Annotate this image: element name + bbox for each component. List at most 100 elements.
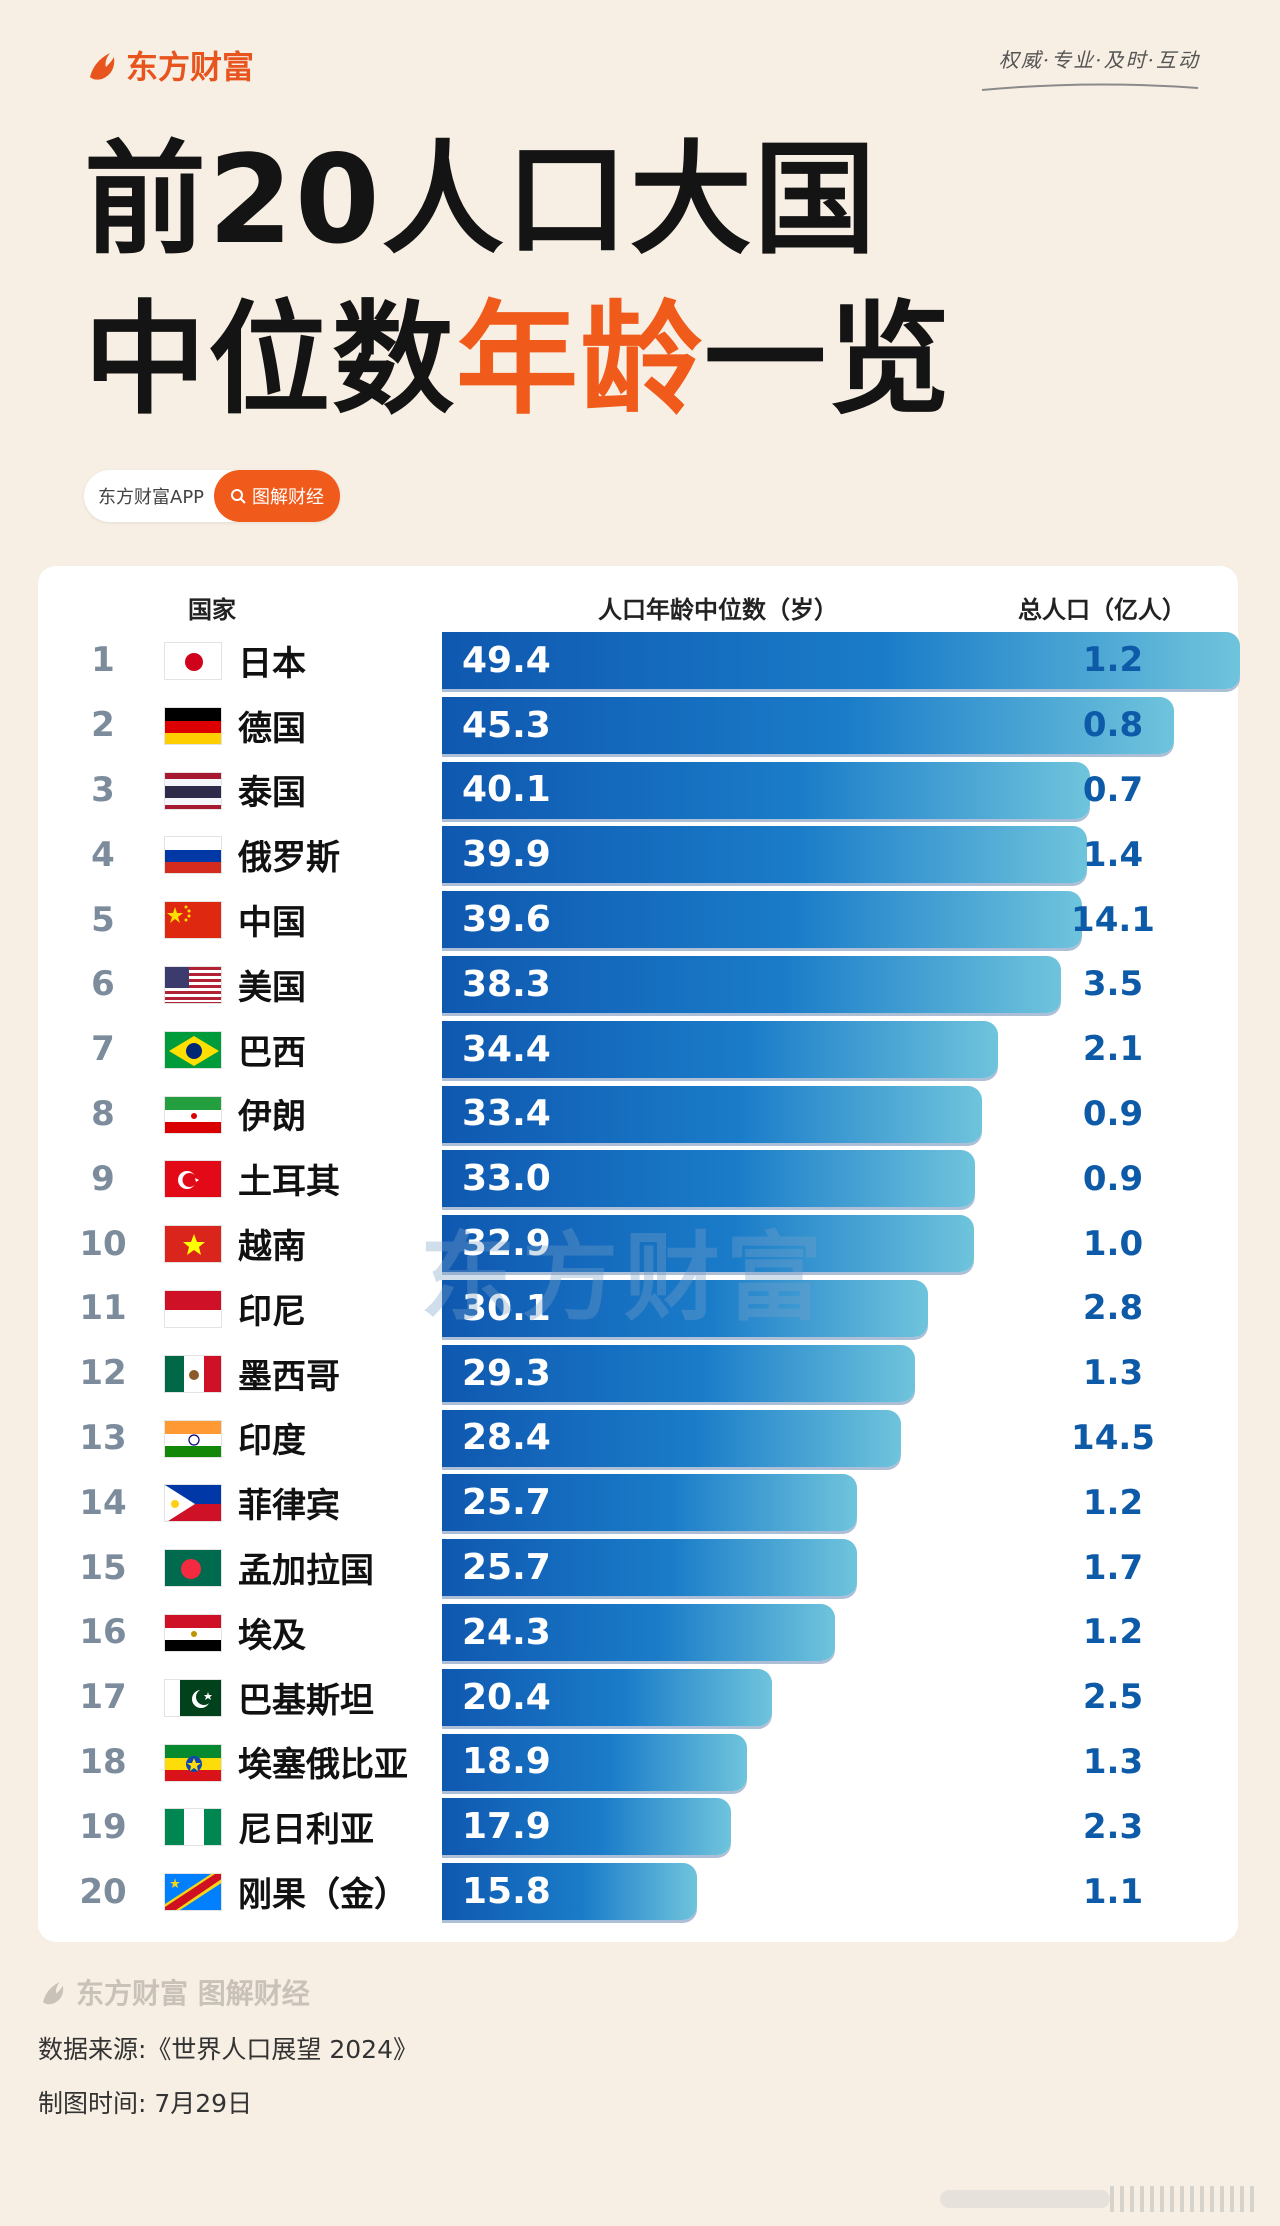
rank-label: 19	[79, 1806, 127, 1847]
tag-label: 图解财经	[252, 487, 325, 508]
chart-row: 2 德国 45.3 0.8	[38, 693, 1238, 758]
country-label: 越南	[238, 1227, 306, 1268]
chart-row: 17 巴基斯坦 20.4 2.5	[38, 1665, 1238, 1730]
population-value: 0.9	[1082, 1158, 1144, 1199]
population-value: 2.5	[1082, 1677, 1144, 1718]
chart-rows: 1 日本 49.4 1.2 2 德国 45.3 0.8 3 泰国 40.1 0.7 4 俄罗斯 39.9 1.…	[38, 628, 1241, 1924]
median-age-value: 20.4	[462, 1676, 551, 1718]
population-value: 1.3	[1082, 1741, 1144, 1782]
rank-label: 15	[79, 1547, 127, 1588]
thailand-flag-icon	[164, 771, 222, 810]
chart-row: 20 刚果（金） 15.8 1.1	[38, 1859, 1238, 1924]
median-age-bar	[442, 955, 1061, 1013]
rank-label: 2	[91, 705, 115, 746]
median-age-value: 33.4	[462, 1093, 551, 1135]
chart-row: 7 巴西 34.4 2.1	[38, 1017, 1238, 1082]
median-age-bar	[442, 1020, 998, 1078]
median-age-bar	[442, 761, 1091, 819]
population-value: 14.1	[1071, 899, 1155, 940]
data-source: 数据来源:《世界人口展望 2024》	[38, 2035, 418, 2064]
flame-logo-icon	[43, 1982, 64, 2005]
median-age-bar	[442, 1798, 732, 1856]
slogan: 权威·专业·及时·互动	[998, 48, 1200, 72]
chart-row: 19 尼日利亚 17.9 2.3	[38, 1794, 1238, 1859]
header-population: 总人口（亿人）	[1018, 596, 1186, 624]
rank-label: 4	[91, 834, 115, 875]
median-age-value: 33.0	[462, 1158, 551, 1200]
footer-decoration	[940, 2190, 1110, 2208]
median-age-bar	[442, 1344, 916, 1402]
chart-row: 13 印度 28.4 14.5	[38, 1406, 1238, 1471]
chart-row: 3 泰国 40.1 0.7	[38, 758, 1238, 823]
search-icon	[231, 489, 246, 504]
rank-label: 20	[79, 1871, 127, 1912]
rank-label: 11	[79, 1288, 127, 1329]
median-age-value: 32.9	[462, 1223, 551, 1265]
country-label: 埃及	[238, 1615, 306, 1656]
country-label: 孟加拉国	[238, 1551, 374, 1592]
median-age-bar	[442, 1733, 748, 1791]
header-country: 国家	[188, 596, 236, 624]
population-value: 1.2	[1082, 1482, 1144, 1523]
rank-label: 17	[79, 1677, 127, 1718]
country-label: 泰国	[238, 773, 306, 814]
rank-label: 18	[79, 1741, 127, 1782]
median-age-bar	[442, 632, 1241, 689]
app-tag-pill: 东方财富APP 图解财经	[84, 470, 341, 522]
chart-row: 14 菲律宾 25.7 1.2	[38, 1470, 1238, 1535]
chart-card: 国家 人口年龄中位数（岁） 总人口（亿人） 1 日本 49.4 1.2 2 德国 45.3 0…	[38, 566, 1241, 1942]
median-age-bar	[442, 1085, 982, 1143]
median-age-bar	[442, 891, 1082, 949]
population-value: 1.2	[1082, 640, 1144, 681]
tag-button[interactable]: 图解财经	[214, 470, 341, 522]
median-age-value: 25.7	[462, 1482, 551, 1524]
population-value: 0.7	[1082, 769, 1144, 810]
rank-label: 13	[79, 1417, 127, 1458]
median-age-bar	[442, 1215, 974, 1273]
median-age-value: 29.3	[462, 1352, 551, 1394]
median-age-value: 15.8	[462, 1871, 551, 1913]
median-age-value: 49.4	[462, 639, 551, 681]
japan-flag-icon	[164, 642, 222, 680]
title-line-2-b: 一览	[704, 289, 952, 431]
turkey-flag-icon	[164, 1160, 222, 1199]
country-label: 埃塞俄比亚	[238, 1745, 408, 1786]
bangladesh-flag-icon	[164, 1549, 222, 1588]
population-value: 0.8	[1082, 705, 1144, 746]
country-label: 刚果（金）	[238, 1875, 408, 1916]
footer-logo: 东方财富 图解财经	[38, 1972, 310, 2012]
median-age-value: 18.9	[462, 1741, 551, 1783]
country-label: 巴基斯坦	[238, 1680, 374, 1721]
median-age-value: 28.4	[462, 1417, 551, 1459]
median-age-value: 24.3	[462, 1611, 551, 1653]
brand-name: 东方财富	[126, 48, 255, 86]
country-label: 日本	[238, 643, 306, 684]
germany-flag-icon	[164, 706, 222, 745]
chart-row: 1 日本 49.4 1.2	[38, 628, 1241, 693]
usa-flag-icon	[164, 965, 222, 1004]
population-value: 1.1	[1082, 1871, 1144, 1912]
country-label: 尼日利亚	[238, 1810, 374, 1851]
median-age-value: 17.9	[462, 1806, 551, 1848]
population-value: 2.1	[1082, 1029, 1144, 1070]
median-age-bar	[442, 1279, 929, 1337]
header-median-age: 人口年龄中位数（岁）	[598, 596, 838, 624]
rank-label: 14	[79, 1482, 127, 1523]
flame-logo-icon	[90, 53, 115, 80]
population-value: 1.7	[1082, 1547, 1144, 1588]
footer-logo-text: 东方财富 图解财经	[76, 1977, 310, 2010]
chart-row: 18 埃塞俄比亚 18.9 1.3	[38, 1730, 1238, 1795]
median-age-value: 34.4	[462, 1028, 551, 1070]
country-label: 墨西哥	[238, 1356, 340, 1397]
population-value: 3.5	[1082, 964, 1144, 1005]
chart-row: 12 墨西哥 29.3 1.3	[38, 1341, 1238, 1406]
philippines-flag-icon	[164, 1484, 222, 1523]
population-value: 1.4	[1082, 834, 1144, 875]
egypt-flag-icon	[164, 1613, 222, 1652]
population-value: 14.5	[1071, 1417, 1155, 1458]
country-label: 巴西	[238, 1032, 306, 1073]
country-label: 印尼	[238, 1291, 306, 1332]
footer-barcode	[1110, 2186, 1260, 2212]
median-age-bar	[442, 696, 1175, 754]
country-label: 美国	[238, 967, 306, 1008]
